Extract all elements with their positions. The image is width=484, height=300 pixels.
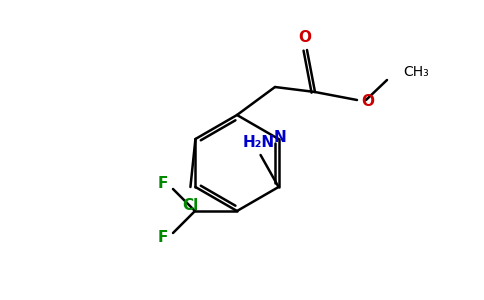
Text: H₂N: H₂N (242, 134, 274, 149)
Text: CH₃: CH₃ (403, 65, 429, 79)
Text: O: O (361, 94, 374, 109)
Text: F: F (158, 176, 168, 191)
Text: N: N (273, 130, 286, 146)
Text: Cl: Cl (182, 197, 198, 212)
Text: F: F (158, 230, 168, 245)
Text: O: O (299, 31, 312, 46)
